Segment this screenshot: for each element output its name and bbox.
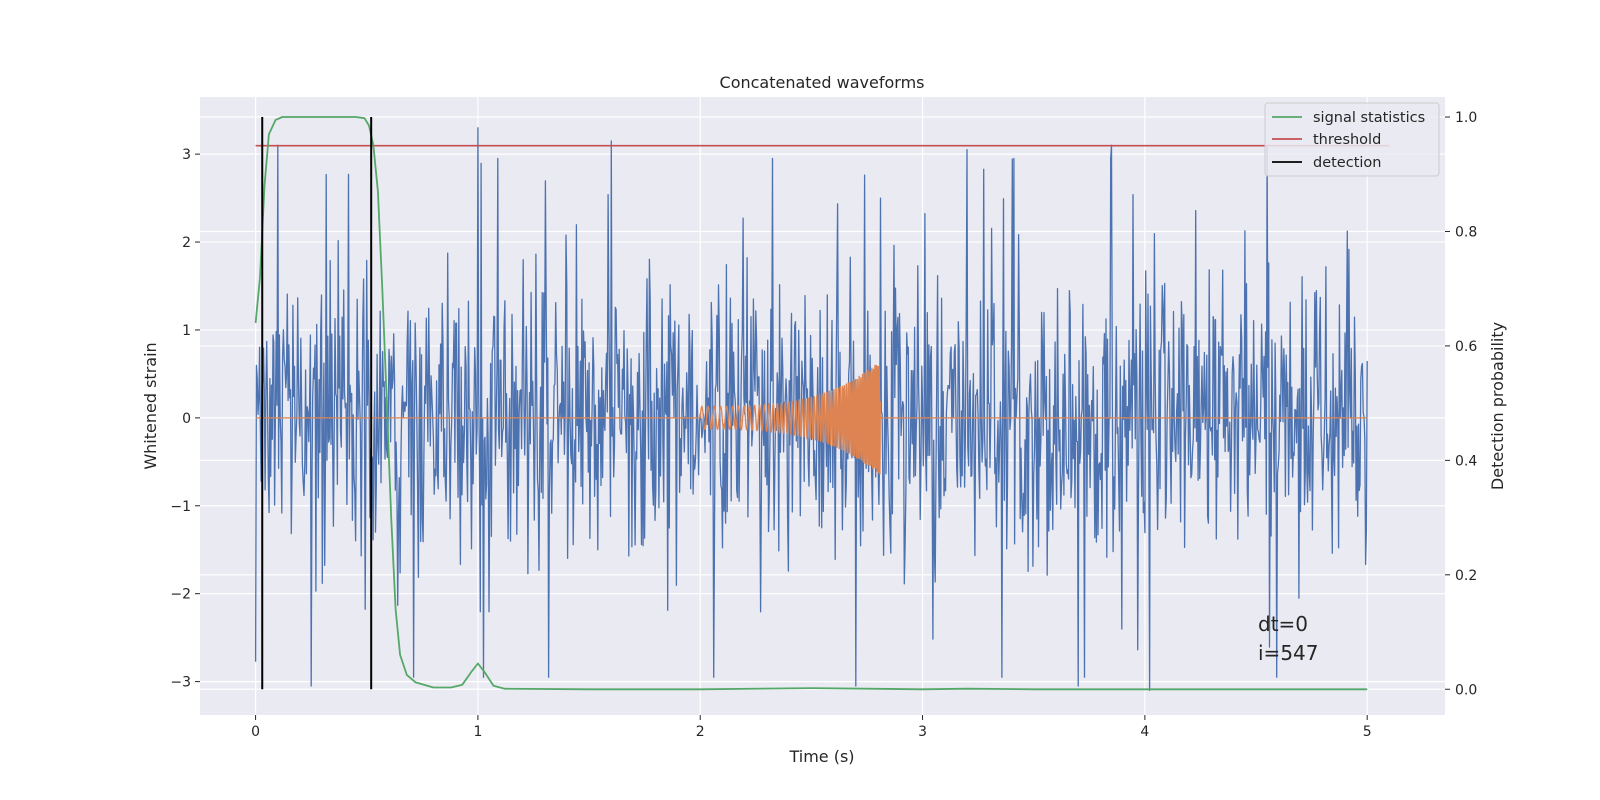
y-tick-label: 2 [182,235,191,251]
y-tick-label: 3 [182,147,191,163]
legend: signal statistics threshold detection [1264,102,1440,177]
strain-series-line [254,127,1368,692]
annotation-dt: dt=0 [1258,612,1308,636]
x-tick-label: 0 [251,724,260,740]
legend-box [1264,102,1440,177]
y-right-tick-label: 0.0 [1455,682,1477,698]
x-tick-label: 4 [1140,724,1149,740]
y-right-tick-label: 0.8 [1455,224,1477,240]
y-tick-label: −3 [170,675,191,691]
y-tick-label: −2 [170,587,191,603]
legend-label-signal-statistics: signal statistics [1313,110,1425,126]
x-tick-label: 5 [1363,724,1372,740]
x-axis-label: Time (s) [788,747,854,766]
y-right-tick-label: 1.0 [1455,110,1477,126]
legend-label-threshold: threshold [1313,132,1381,148]
annotation-i: i=547 [1258,641,1319,665]
y-right-tick-label: 0.6 [1455,339,1477,355]
y-right-tick-label: 0.2 [1455,568,1477,584]
x-tick-label: 2 [696,724,705,740]
y-axis-label-right: Detection probability [1488,322,1507,490]
y-axis-label-left: Whitened strain [141,342,160,469]
chart-title: Concatenated waveforms [720,73,925,92]
legend-label-detection: detection [1313,155,1381,171]
x-tick-label: 3 [918,724,927,740]
axes: 0 1 2 3 4 5 −3 −2 −1 0 1 2 3 0.0 0.2 0.4 0.6 0.8 1.0 [170,110,1477,740]
signal-statistics-line [254,116,1368,691]
x-tick-label: 1 [473,724,482,740]
y-tick-label: −1 [170,499,191,515]
injection-series-line [255,364,1368,475]
y-right-tick-label: 0.4 [1455,453,1477,469]
y-tick-label: 0 [182,411,191,427]
y-tick-label: 1 [182,323,191,339]
plot-area [254,116,1390,692]
